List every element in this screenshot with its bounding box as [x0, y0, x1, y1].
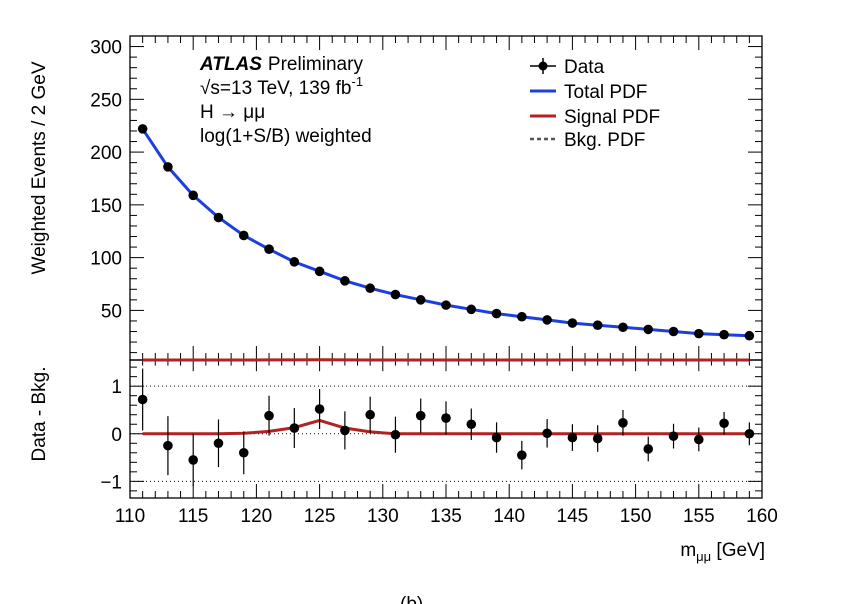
- main-data-point: [694, 328, 704, 339]
- x-tick-label: 110: [115, 506, 145, 527]
- main-y-tick-label: 50: [101, 301, 122, 322]
- x-axis-label-main: m: [680, 540, 696, 561]
- ratio-data-point: [238, 447, 249, 458]
- main-data-point: [289, 257, 300, 267]
- main-data-point: [365, 283, 375, 294]
- main-data-point: [163, 162, 173, 172]
- main-data-point: [264, 244, 274, 254]
- ratio-data-point: [668, 431, 679, 441]
- x-tick-label: 150: [620, 506, 652, 527]
- ratio-data-point: [719, 418, 729, 429]
- main-data-point: [390, 289, 401, 300]
- main-data-point: [618, 322, 628, 333]
- main-y-tick-label: 300: [90, 38, 122, 59]
- ratio-data-point: [314, 404, 325, 414]
- energy-prefix: √s=13 TeV, 139 fb: [200, 78, 351, 99]
- ratio-data-point: [466, 419, 477, 430]
- ratio-data-point: [542, 428, 552, 439]
- main-data-point: [314, 266, 325, 277]
- x-axis-label: mμμ [GeV]: [680, 540, 765, 564]
- x-tick-label: 140: [493, 506, 525, 527]
- legend-data-marker: [538, 61, 548, 71]
- main-y-axis-label: Weighted Events / 2 GeV: [29, 61, 50, 274]
- main-data-point: [567, 318, 578, 328]
- x-tick-label: 160: [746, 506, 778, 527]
- main-y-axis: 50 100 150 200 250 300: [90, 35, 762, 354]
- main-y-tick-label: 100: [90, 249, 122, 270]
- weighting-label: log(1+S/B) weighted: [200, 126, 372, 147]
- legend: Data Total PDF Signal PDF Bkg. PDF: [530, 57, 660, 151]
- legend-total-pdf-label: Total PDF: [564, 82, 647, 103]
- ratio-y-axis: −1 0 1: [100, 366, 762, 493]
- ratio-data-point: [188, 455, 198, 465]
- main-data-point: [466, 304, 477, 315]
- x-axis-label-sub: μμ: [696, 549, 711, 564]
- ratio-data-point: [491, 432, 502, 443]
- ratio-y-axis-label: Data - Bkg.: [29, 366, 50, 461]
- main-data-point: [238, 230, 249, 241]
- process-label: H → μμ: [200, 102, 265, 123]
- main-y-tick-label: 150: [90, 196, 122, 217]
- energy-label: √s=13 TeV, 139 fb-1: [200, 74, 363, 99]
- main-data-point: [213, 212, 224, 223]
- main-data-point: [592, 320, 603, 330]
- preliminary-word: Preliminary: [268, 54, 364, 75]
- ratio-data-point: [567, 432, 578, 443]
- main-y-tick-label: 250: [90, 90, 122, 111]
- main-data-point: [719, 329, 729, 340]
- main-data-point: [668, 326, 679, 337]
- ratio-data-point: [592, 433, 603, 444]
- x-axis-label-unit: [GeV]: [711, 540, 765, 561]
- ratio-data-point: [618, 418, 628, 428]
- energy-sup: -1: [351, 74, 363, 89]
- ratio-data-point: [289, 423, 300, 433]
- main-data-point: [643, 324, 654, 335]
- ratio-data-point: [744, 428, 755, 439]
- main-data-point: [340, 276, 350, 286]
- atlas-label: ATLAS Preliminary: [199, 54, 363, 75]
- main-data-point: [542, 315, 552, 325]
- main-data-point: [491, 308, 502, 319]
- ratio-plot-area: [137, 368, 755, 487]
- main-plot-area: [137, 124, 755, 362]
- ratio-data-point: [441, 413, 451, 423]
- ratio-data-point: [694, 434, 704, 445]
- ratio-data-point: [517, 450, 527, 460]
- legend-signal-pdf-label: Signal PDF: [564, 107, 660, 128]
- main-data-point: [517, 311, 527, 322]
- ratio-y-tick-label: 1: [111, 377, 122, 398]
- x-tick-label: 155: [683, 506, 715, 527]
- ratio-data-point: [390, 429, 401, 440]
- main-data-point: [441, 300, 451, 310]
- x-tick-label: 130: [367, 506, 399, 527]
- main-data-point: [415, 295, 426, 305]
- ratio-y-tick-label: −1: [100, 472, 122, 493]
- main-data-point: [744, 330, 755, 341]
- legend-data-label: Data: [564, 57, 605, 78]
- ratio-data-point: [137, 394, 148, 405]
- ratio-data-point: [643, 444, 654, 454]
- ratio-data-point: [264, 410, 274, 421]
- ratio-data-point: [213, 438, 224, 449]
- atlas-word: ATLAS: [199, 54, 262, 75]
- x-tick-label: 135: [430, 506, 462, 527]
- x-tick-label: 145: [557, 506, 589, 527]
- main-y-tick-label: 200: [90, 143, 122, 164]
- main-data-point: [188, 190, 198, 201]
- x-tick-label: 115: [178, 506, 208, 527]
- caption: (b): [400, 594, 423, 604]
- ratio-data-point: [340, 425, 350, 436]
- ratio-y-tick-label: 0: [111, 425, 122, 446]
- legend-bkg-pdf-label: Bkg. PDF: [564, 130, 645, 151]
- ratio-data-point: [415, 410, 426, 421]
- ratio-data-point: [365, 409, 375, 420]
- x-tick-label: 120: [241, 506, 273, 527]
- ratio-data-point: [163, 440, 173, 451]
- main-data-point: [137, 124, 148, 134]
- x-tick-label: 125: [304, 506, 336, 527]
